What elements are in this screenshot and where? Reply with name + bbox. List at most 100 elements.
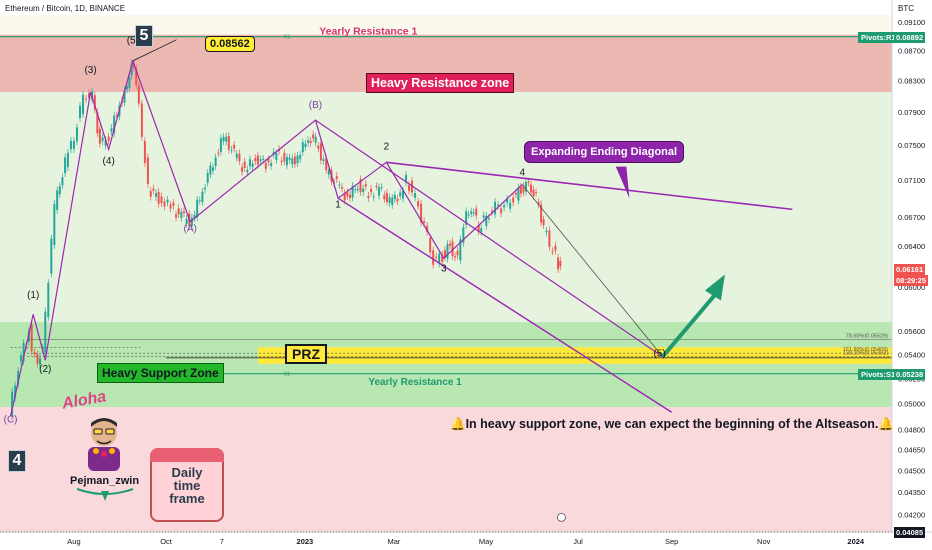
candle-body <box>204 187 207 190</box>
candle-body <box>264 162 267 169</box>
candle-body <box>309 140 312 143</box>
candle-body <box>227 135 230 150</box>
candle-body <box>104 140 107 146</box>
candle-body <box>246 169 249 173</box>
candle-body <box>143 141 146 163</box>
candle-body <box>522 185 525 193</box>
candle-body <box>443 250 446 258</box>
sticker-line-3: frame <box>169 491 205 506</box>
candle-body <box>327 169 330 175</box>
fib-label-0: 78.60%(0.05529) <box>846 333 888 339</box>
y-tick-label-16: 0.04350 <box>898 488 925 497</box>
candle-body <box>441 254 444 262</box>
x-tick-label-3: 2023 <box>297 537 314 546</box>
y-tick-label-9: 0.05600 <box>898 327 925 336</box>
candle-body <box>548 230 551 247</box>
candle-body <box>506 198 509 203</box>
pivot-s1-tag: Pivots:S1 <box>858 368 899 380</box>
candle-body <box>385 192 388 202</box>
candle-body <box>396 198 399 202</box>
candle-body <box>312 134 315 139</box>
diagonal-upper-line <box>386 161 793 211</box>
candle-body <box>380 187 383 189</box>
candle-body <box>527 181 530 183</box>
candle-body <box>519 186 522 194</box>
sticker-line-1: Daily <box>171 465 203 480</box>
candle-body <box>193 214 196 219</box>
yearly-resistance-bottom-label: Yearly Resistance 1 <box>368 377 462 388</box>
candle-body <box>378 187 381 196</box>
candle-body <box>426 225 429 233</box>
pivot-s1-value: 0.05238 <box>894 368 926 380</box>
candle-body <box>429 237 432 253</box>
candle-body <box>485 215 488 226</box>
x-tick-label-5: May <box>479 537 493 546</box>
candle-body <box>85 98 88 100</box>
high-callout-pointer <box>132 39 177 62</box>
candle-body <box>462 227 465 243</box>
candle-body <box>235 153 238 158</box>
candle-body <box>36 354 39 364</box>
candle-body <box>491 210 494 213</box>
candle-body <box>172 202 175 206</box>
y-tick-label-17: 0.04200 <box>898 510 925 519</box>
wave-label-12: (5) <box>653 349 665 360</box>
candle-body <box>126 86 129 90</box>
candle-body <box>451 241 454 257</box>
y-tick-label-15: 0.04500 <box>898 466 925 475</box>
candle-body <box>322 159 325 161</box>
pivot-r1-marker: R1 <box>284 35 291 41</box>
candle-body <box>248 159 251 166</box>
x-tick-label-6: Jul <box>573 537 583 546</box>
candle-body <box>201 191 204 202</box>
candle-body <box>503 205 506 208</box>
candle-body <box>256 155 259 165</box>
candle-body <box>169 204 172 209</box>
bottom-price-tag: 0.04085 <box>894 527 926 538</box>
candle-body <box>532 189 535 197</box>
candle-body <box>44 311 47 353</box>
candle-body <box>341 186 344 189</box>
upper-channel-line <box>315 119 663 358</box>
y-tick-label-6: 0.06700 <box>898 213 925 222</box>
candle-body <box>110 128 113 132</box>
y-tick-label-13: 0.04800 <box>898 425 925 434</box>
candle-body <box>113 115 116 134</box>
candle-body <box>93 95 96 110</box>
y-tick-label-7: 0.06400 <box>898 242 925 251</box>
candle-body <box>230 149 233 151</box>
projection-line <box>521 184 663 357</box>
candle-body <box>500 208 503 214</box>
y-tick-label-5: 0.07100 <box>898 176 925 185</box>
candle-body <box>19 355 22 362</box>
candle-body <box>545 230 548 233</box>
candle-body <box>123 90 126 103</box>
candle-body <box>475 208 478 216</box>
candle-body <box>33 352 36 355</box>
candle-body <box>465 211 468 225</box>
x-tick-label-2: 7 <box>220 537 224 546</box>
wave-label-2: (2) <box>39 364 51 375</box>
y-tick-label-12: 0.05000 <box>898 399 925 408</box>
candle-body <box>14 385 17 398</box>
author-name: Pejman_zwin <box>70 475 140 487</box>
target-arrow-head <box>704 274 725 301</box>
candle-body <box>494 201 497 215</box>
candle-body <box>50 238 53 274</box>
candle-body <box>514 192 517 195</box>
candle-body <box>17 370 20 385</box>
target-arrow-shaft <box>661 291 719 358</box>
candle-body <box>391 197 394 205</box>
candle-body <box>512 197 515 203</box>
wave-label-7: (B) <box>309 100 322 111</box>
wave-label-10: 3 <box>441 263 447 274</box>
candle-body <box>338 184 341 186</box>
candle-body <box>542 219 545 226</box>
candle-body <box>432 250 435 265</box>
candle-body <box>554 245 557 251</box>
candle-body <box>362 188 365 192</box>
candle-body <box>251 163 254 167</box>
candle-body <box>209 165 212 175</box>
wave-label-11: 4 <box>519 168 525 179</box>
